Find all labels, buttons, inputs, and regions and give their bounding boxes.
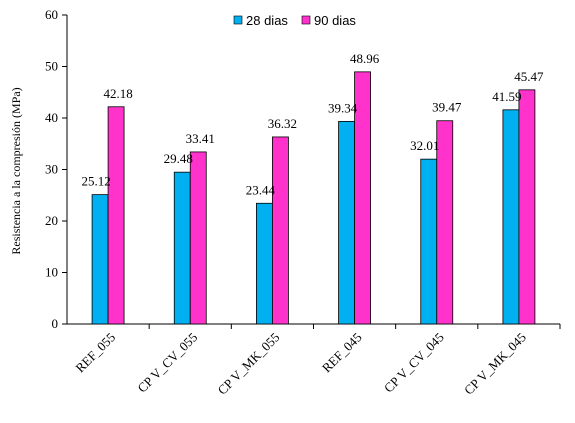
data-label: 25.12 <box>81 174 110 189</box>
data-label: 33.41 <box>186 131 215 146</box>
plot-area: 0 10 20 30 40 50 60 25.12 42.18 29.48 33.41 23.44 3… <box>45 7 561 398</box>
y-tick-label: 50 <box>45 59 58 74</box>
data-label: 23.44 <box>246 182 276 197</box>
y-tick-label: 20 <box>45 213 58 228</box>
data-label: 39.47 <box>432 100 462 115</box>
bar-90-dias <box>189 151 207 325</box>
legend-swatch-90-dias <box>301 15 311 25</box>
y-tick-label: 60 <box>45 7 58 22</box>
y-tick-label: 40 <box>45 110 58 125</box>
category-labels: REF_055 CP V_CV_055 CP V_MK_055 REF_045 CP V… <box>72 324 561 398</box>
data-label: 45.47 <box>514 69 544 84</box>
legend-label-90-dias: 90 dias <box>314 13 356 28</box>
data-label: 32.01 <box>410 138 439 153</box>
legend-swatch-28-dias <box>233 15 243 25</box>
y-tick-label: 30 <box>45 162 58 177</box>
y-tick-label: 10 <box>45 265 58 280</box>
data-labels: 25.12 42.18 29.48 33.41 23.44 36.32 39.34 48.96… <box>81 51 544 197</box>
category-label: REF_055 <box>72 330 118 376</box>
bar-90-dias <box>518 89 536 325</box>
data-label: 39.34 <box>328 100 358 115</box>
data-label: 29.48 <box>164 151 193 166</box>
category-label: CP V_MK_055 <box>214 330 282 398</box>
legend: 28 dias 90 dias <box>233 13 356 28</box>
data-label: 42.18 <box>103 86 132 101</box>
category-label: CP V_MK_045 <box>461 330 529 398</box>
category-label: CP V_CV_055 <box>134 330 200 396</box>
bars <box>91 71 536 325</box>
category-label: REF_045 <box>319 330 365 376</box>
bar-90-dias <box>107 106 125 325</box>
y-tick-label: 0 <box>52 316 59 331</box>
data-label: 48.96 <box>350 51 380 66</box>
bar-28-dias <box>338 120 355 325</box>
y-axis-title: Resistencia a la compresión (MPa) <box>9 87 23 254</box>
data-label: 36.32 <box>268 116 297 131</box>
bar-90-dias <box>272 136 289 325</box>
bar-28-dias <box>256 202 273 325</box>
legend-label-28-dias: 28 dias <box>246 13 288 28</box>
bar-28-dias <box>173 171 191 325</box>
category-label: CP V_CV_045 <box>381 330 447 396</box>
y-ticks: 0 10 20 30 40 50 60 <box>45 7 67 331</box>
bar-90-dias <box>436 120 454 325</box>
bar-28-dias <box>91 194 109 325</box>
bar-28-dias <box>502 109 520 325</box>
bar-28-dias <box>420 158 438 325</box>
bar-90-dias <box>354 71 371 325</box>
data-label: 41.59 <box>492 89 521 104</box>
